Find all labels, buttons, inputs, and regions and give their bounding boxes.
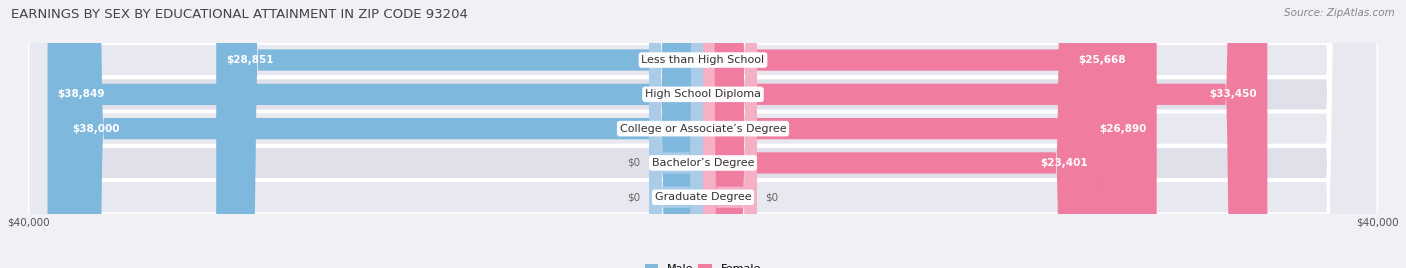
Text: $33,450: $33,450 [1209, 89, 1257, 99]
Text: Graduate Degree: Graduate Degree [655, 192, 751, 202]
FancyBboxPatch shape [62, 0, 703, 268]
FancyBboxPatch shape [28, 0, 1378, 268]
Text: $0: $0 [765, 192, 779, 202]
Text: EARNINGS BY SEX BY EDUCATIONAL ATTAINMENT IN ZIP CODE 93204: EARNINGS BY SEX BY EDUCATIONAL ATTAINMEN… [11, 8, 468, 21]
Text: $38,849: $38,849 [58, 89, 105, 99]
FancyBboxPatch shape [28, 0, 1378, 268]
FancyBboxPatch shape [703, 0, 1157, 268]
Text: Source: ZipAtlas.com: Source: ZipAtlas.com [1284, 8, 1395, 18]
FancyBboxPatch shape [703, 0, 1267, 268]
Text: $25,668: $25,668 [1078, 55, 1126, 65]
FancyBboxPatch shape [703, 0, 1098, 268]
Legend: Male, Female: Male, Female [645, 263, 761, 268]
FancyBboxPatch shape [217, 0, 703, 268]
FancyBboxPatch shape [48, 0, 703, 268]
FancyBboxPatch shape [650, 0, 703, 268]
FancyBboxPatch shape [703, 0, 756, 268]
Text: $28,851: $28,851 [226, 55, 274, 65]
Text: $0: $0 [627, 192, 641, 202]
FancyBboxPatch shape [28, 0, 1378, 268]
Text: $38,000: $38,000 [72, 124, 120, 134]
Text: Less than High School: Less than High School [641, 55, 765, 65]
Text: $23,401: $23,401 [1040, 158, 1088, 168]
Text: $26,890: $26,890 [1099, 124, 1146, 134]
Text: College or Associate’s Degree: College or Associate’s Degree [620, 124, 786, 134]
Text: $0: $0 [627, 158, 641, 168]
FancyBboxPatch shape [703, 0, 1136, 268]
FancyBboxPatch shape [28, 0, 1378, 268]
Text: High School Diploma: High School Diploma [645, 89, 761, 99]
Text: Bachelor’s Degree: Bachelor’s Degree [652, 158, 754, 168]
FancyBboxPatch shape [28, 0, 1378, 268]
FancyBboxPatch shape [650, 0, 703, 268]
